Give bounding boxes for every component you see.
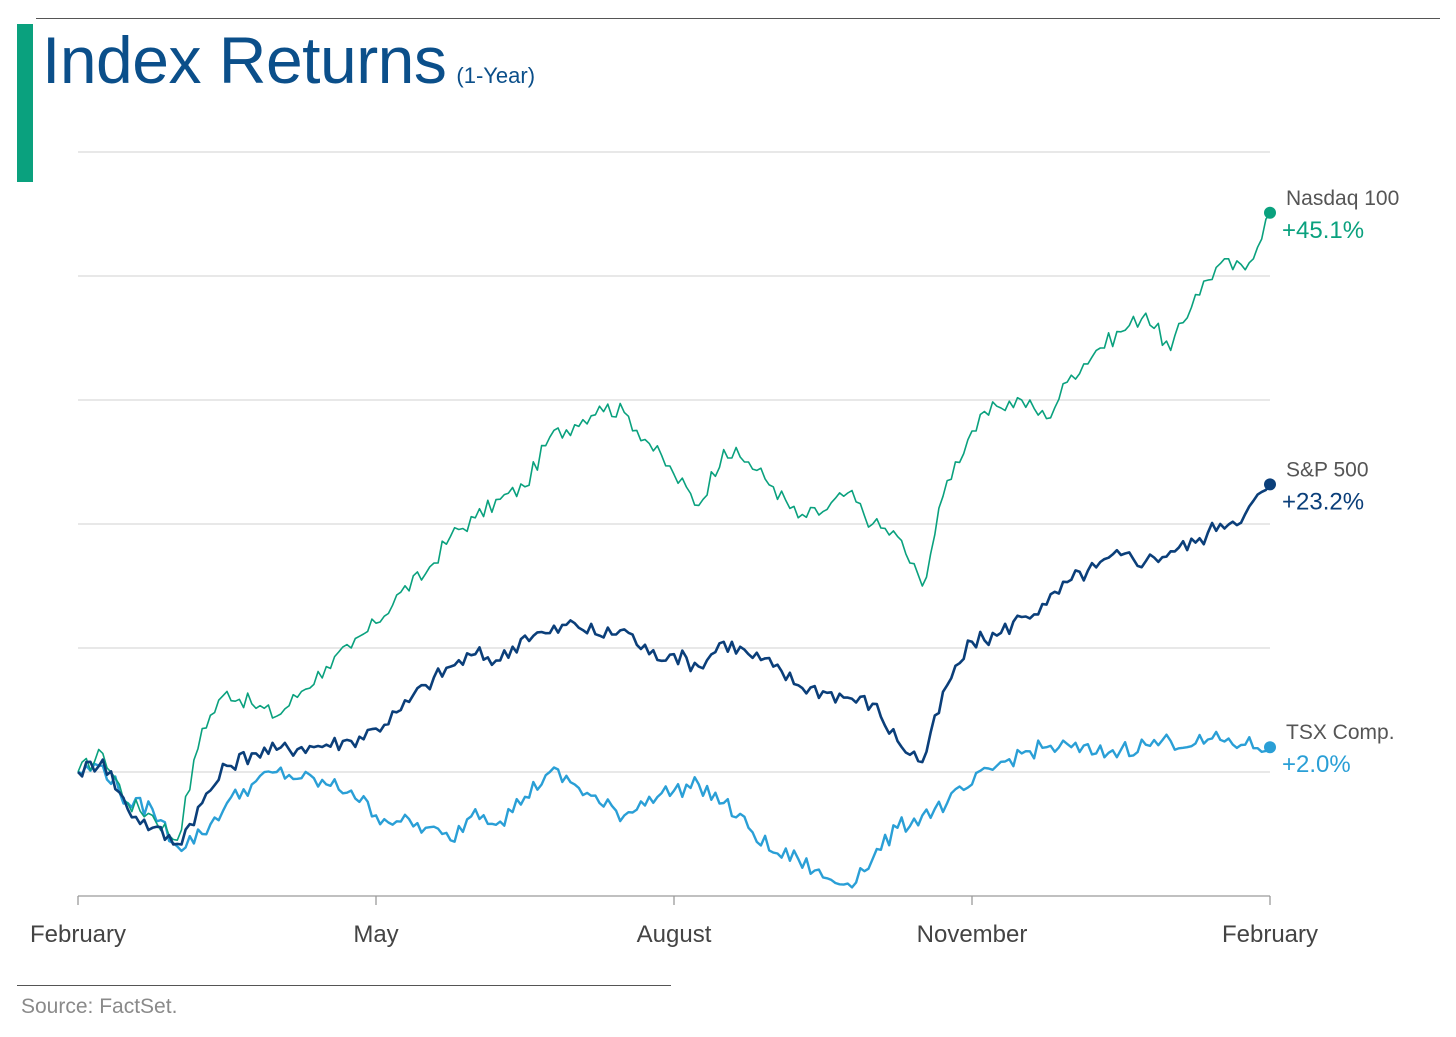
gridlines xyxy=(78,151,1270,897)
series-value-label: +2.0% xyxy=(1282,751,1351,778)
series-value-label: +23.2% xyxy=(1282,488,1364,515)
x-tick-label: February xyxy=(30,921,126,948)
chart-subtitle: (1-Year) xyxy=(456,63,536,88)
series-value-label: +45.1% xyxy=(1282,217,1364,244)
series-name-label: TSX Comp. xyxy=(1286,721,1395,744)
title-accent-bar xyxy=(17,24,33,182)
x-axis: February May August November February xyxy=(30,896,1318,948)
series-line-tsx-comp- xyxy=(77,730,1271,889)
series-name-label: S&P 500 xyxy=(1286,458,1369,481)
chart-header: Index Returns (1-Year) xyxy=(42,22,535,98)
series-name-label: Nasdaq 100 xyxy=(1286,187,1399,210)
series-end-dot xyxy=(1264,206,1276,219)
x-tick-label: November xyxy=(917,921,1028,948)
top-rule xyxy=(36,18,1440,19)
series-lines xyxy=(77,212,1272,889)
series-line-s-p-500 xyxy=(77,483,1272,846)
series-end-dot xyxy=(1264,478,1276,491)
series-end-dot xyxy=(1264,741,1276,754)
x-tick-label: February xyxy=(1222,921,1318,948)
footer-rule xyxy=(17,985,671,986)
x-tick-label: May xyxy=(353,921,398,948)
x-tick-label: August xyxy=(637,921,712,948)
source-note: Source: FactSet. xyxy=(21,995,178,1018)
series-end-labels: TSX Comp. +2.0% Nasdaq 100 +45.1% S&P 500 +23… xyxy=(1264,187,1399,778)
series-line-nasdaq-100 xyxy=(77,212,1271,841)
chart-title: Index Returns xyxy=(42,23,447,97)
